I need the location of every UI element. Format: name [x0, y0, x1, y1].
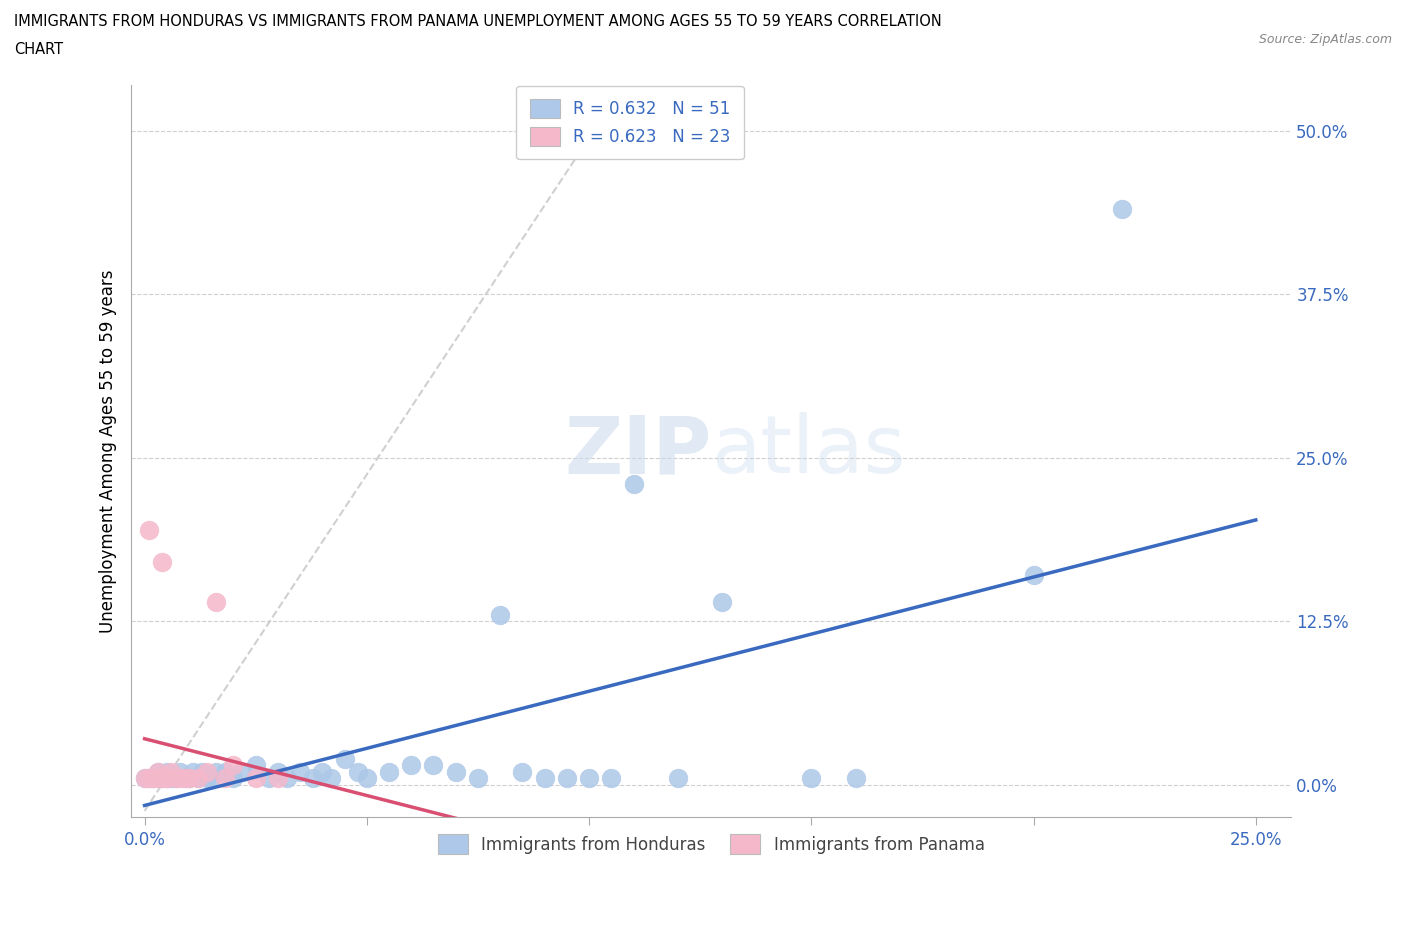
Point [150, 555, 173, 570]
Point [160, 771, 183, 786]
Point [623, 476, 645, 491]
Y-axis label: Unemployment Among Ages 55 to 59 years: Unemployment Among Ages 55 to 59 years [100, 270, 117, 632]
Point [222, 771, 245, 786]
Point [156, 764, 179, 779]
Point [533, 771, 555, 786]
Point [288, 764, 311, 779]
Point [800, 771, 823, 786]
Point [378, 764, 401, 779]
Point [150, 771, 173, 786]
Point [204, 594, 226, 609]
Point [173, 771, 195, 786]
Point [138, 522, 160, 537]
Point [711, 594, 734, 609]
Point [214, 764, 236, 779]
Text: CHART: CHART [14, 42, 63, 57]
Point [156, 771, 179, 786]
Point [177, 771, 200, 786]
Point [1111, 202, 1133, 217]
Point [321, 771, 343, 786]
Point [195, 771, 218, 786]
Point [204, 764, 226, 779]
Point [311, 764, 333, 779]
Point [1022, 568, 1045, 583]
Point [142, 771, 165, 786]
Point [467, 771, 489, 786]
Point [356, 771, 378, 786]
Point [142, 771, 165, 786]
Point [156, 771, 179, 786]
Point [347, 764, 370, 779]
Point [146, 771, 169, 786]
Point [169, 764, 191, 779]
Point [401, 758, 423, 773]
Point [422, 758, 444, 773]
Point [187, 771, 209, 786]
Point [183, 764, 205, 779]
Point [600, 771, 623, 786]
Point [512, 764, 534, 779]
Point [214, 771, 236, 786]
Point [845, 771, 868, 786]
Point [257, 771, 280, 786]
Point [191, 764, 214, 779]
Point [134, 771, 156, 786]
Point [555, 771, 578, 786]
Point [138, 771, 160, 786]
Point [142, 771, 165, 786]
Point [245, 771, 267, 786]
Point [165, 771, 187, 786]
Text: IMMIGRANTS FROM HONDURAS VS IMMIGRANTS FROM PANAMA UNEMPLOYMENT AMONG AGES 55 TO: IMMIGRANTS FROM HONDURAS VS IMMIGRANTS F… [14, 14, 942, 29]
Point [146, 771, 169, 786]
Point [489, 607, 512, 622]
Point [177, 771, 200, 786]
Legend: Immigrants from Honduras, Immigrants from Panama: Immigrants from Honduras, Immigrants fro… [432, 828, 991, 860]
Point [173, 771, 195, 786]
Point [169, 771, 191, 786]
Point [134, 771, 156, 786]
Point [146, 764, 169, 779]
Point [146, 764, 169, 779]
Point [267, 771, 290, 786]
Point [231, 764, 253, 779]
Point [666, 771, 689, 786]
Point [195, 764, 218, 779]
Point [302, 771, 325, 786]
Point [222, 758, 245, 773]
Point [160, 764, 183, 779]
Point [187, 771, 209, 786]
Point [578, 771, 600, 786]
Text: ZIP: ZIP [564, 412, 711, 490]
Point [267, 764, 290, 779]
Point [138, 771, 160, 786]
Point [150, 771, 173, 786]
Text: Source: ZipAtlas.com: Source: ZipAtlas.com [1258, 33, 1392, 46]
Text: atlas: atlas [711, 412, 905, 490]
Point [333, 751, 356, 766]
Point [276, 771, 298, 786]
Point [165, 771, 187, 786]
Point [156, 771, 179, 786]
Point [200, 771, 222, 786]
Point [444, 764, 467, 779]
Point [245, 758, 267, 773]
